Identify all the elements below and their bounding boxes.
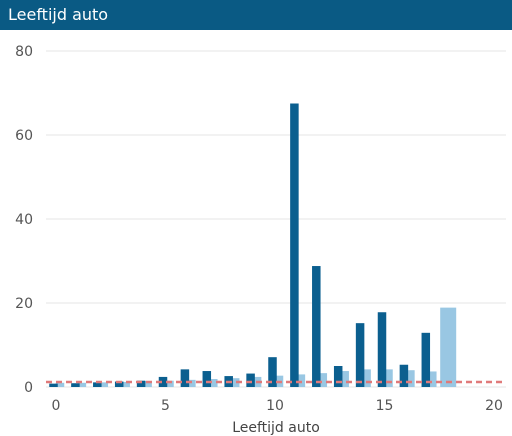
- bar-dark-5: [158, 376, 168, 387]
- bar-light-16: [406, 370, 415, 387]
- grid-lines: [46, 50, 506, 388]
- bar-dark-1: [71, 383, 80, 387]
- bar-light-18: [440, 307, 457, 387]
- bar-light-13: [340, 371, 349, 387]
- bar-light-8: [230, 378, 240, 387]
- bar-light-14: [362, 369, 371, 387]
- bar-dark-6: [180, 369, 190, 387]
- bar-dark-7: [202, 371, 212, 387]
- bar-dark-3: [114, 381, 124, 387]
- bar-dark-0: [49, 383, 58, 387]
- bar-light-11: [296, 374, 306, 387]
- x-tick-label: 10: [266, 398, 284, 414]
- bar-light-4: [143, 381, 152, 387]
- bar-dark-13: [333, 366, 343, 387]
- x-axis-label: Leeftijd auto: [232, 420, 320, 436]
- x-tick-label: 5: [161, 398, 170, 414]
- bar-light-15: [384, 369, 393, 387]
- bar-light-6: [187, 379, 196, 387]
- y-tick-label: 20: [15, 296, 33, 312]
- bar-light-5: [165, 380, 174, 387]
- bar-dark-14: [355, 323, 365, 387]
- bar-light-2: [99, 382, 109, 387]
- panel-title: Leeftijd auto: [0, 0, 512, 30]
- bar-light-7: [209, 379, 218, 387]
- series-light-bars: [55, 307, 457, 387]
- bar-dark-17: [421, 332, 431, 387]
- bar-dark-4: [136, 380, 146, 387]
- bar-light-12: [318, 373, 328, 387]
- x-tick-label: 15: [376, 398, 394, 414]
- y-tick-label: 60: [15, 128, 33, 144]
- y-tick-label: 0: [24, 380, 33, 396]
- bar-light-17: [428, 371, 437, 387]
- y-axis-ticks: 0 20 40 60 80: [15, 44, 33, 396]
- y-tick-label: 40: [15, 212, 33, 228]
- y-tick-label: 80: [15, 44, 33, 60]
- x-tick-label: 0: [52, 398, 61, 414]
- bar-light-1: [77, 382, 87, 387]
- bar-light-0: [55, 382, 65, 387]
- bar-dark-11: [290, 103, 299, 387]
- bar-dark-2: [93, 382, 102, 387]
- series-dark-bars: [49, 103, 431, 387]
- bar-dark-12: [312, 266, 321, 387]
- bar-dark-10: [268, 357, 277, 387]
- x-axis-ticks: 0 5 10 15 20: [52, 398, 503, 414]
- bar-dark-9: [246, 373, 255, 387]
- bar-dark-16: [399, 364, 409, 387]
- bar-dark-15: [377, 312, 387, 387]
- x-tick-label: 20: [485, 398, 503, 414]
- bar-light-3: [121, 381, 130, 387]
